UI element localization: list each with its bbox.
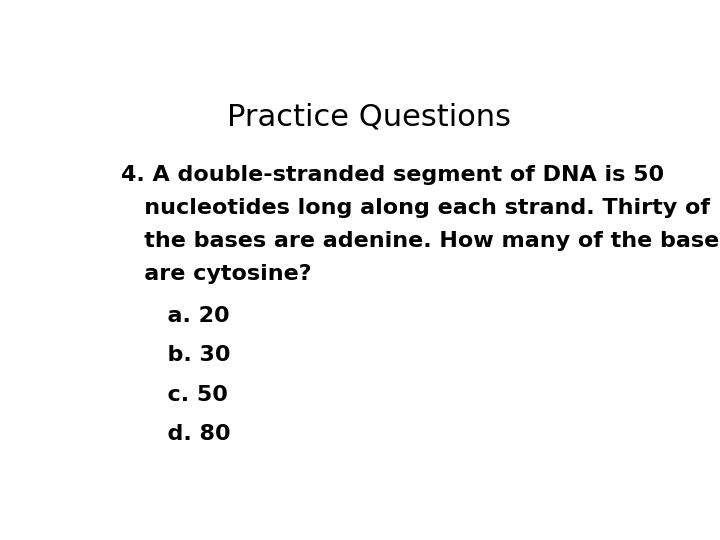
Text: b. 30: b. 30 <box>121 346 230 366</box>
Text: Practice Questions: Practice Questions <box>227 102 511 131</box>
Text: are cytosine?: are cytosine? <box>121 265 311 285</box>
Text: c. 50: c. 50 <box>121 385 228 405</box>
Text: d. 80: d. 80 <box>121 424 230 444</box>
Text: a. 20: a. 20 <box>121 306 229 326</box>
Text: 4. A double-stranded segment of DNA is 50: 4. A double-stranded segment of DNA is 5… <box>121 165 664 185</box>
Text: the bases are adenine. How many of the bases: the bases are adenine. How many of the b… <box>121 231 720 251</box>
Text: nucleotides long along each strand. Thirty of: nucleotides long along each strand. Thir… <box>121 198 710 218</box>
